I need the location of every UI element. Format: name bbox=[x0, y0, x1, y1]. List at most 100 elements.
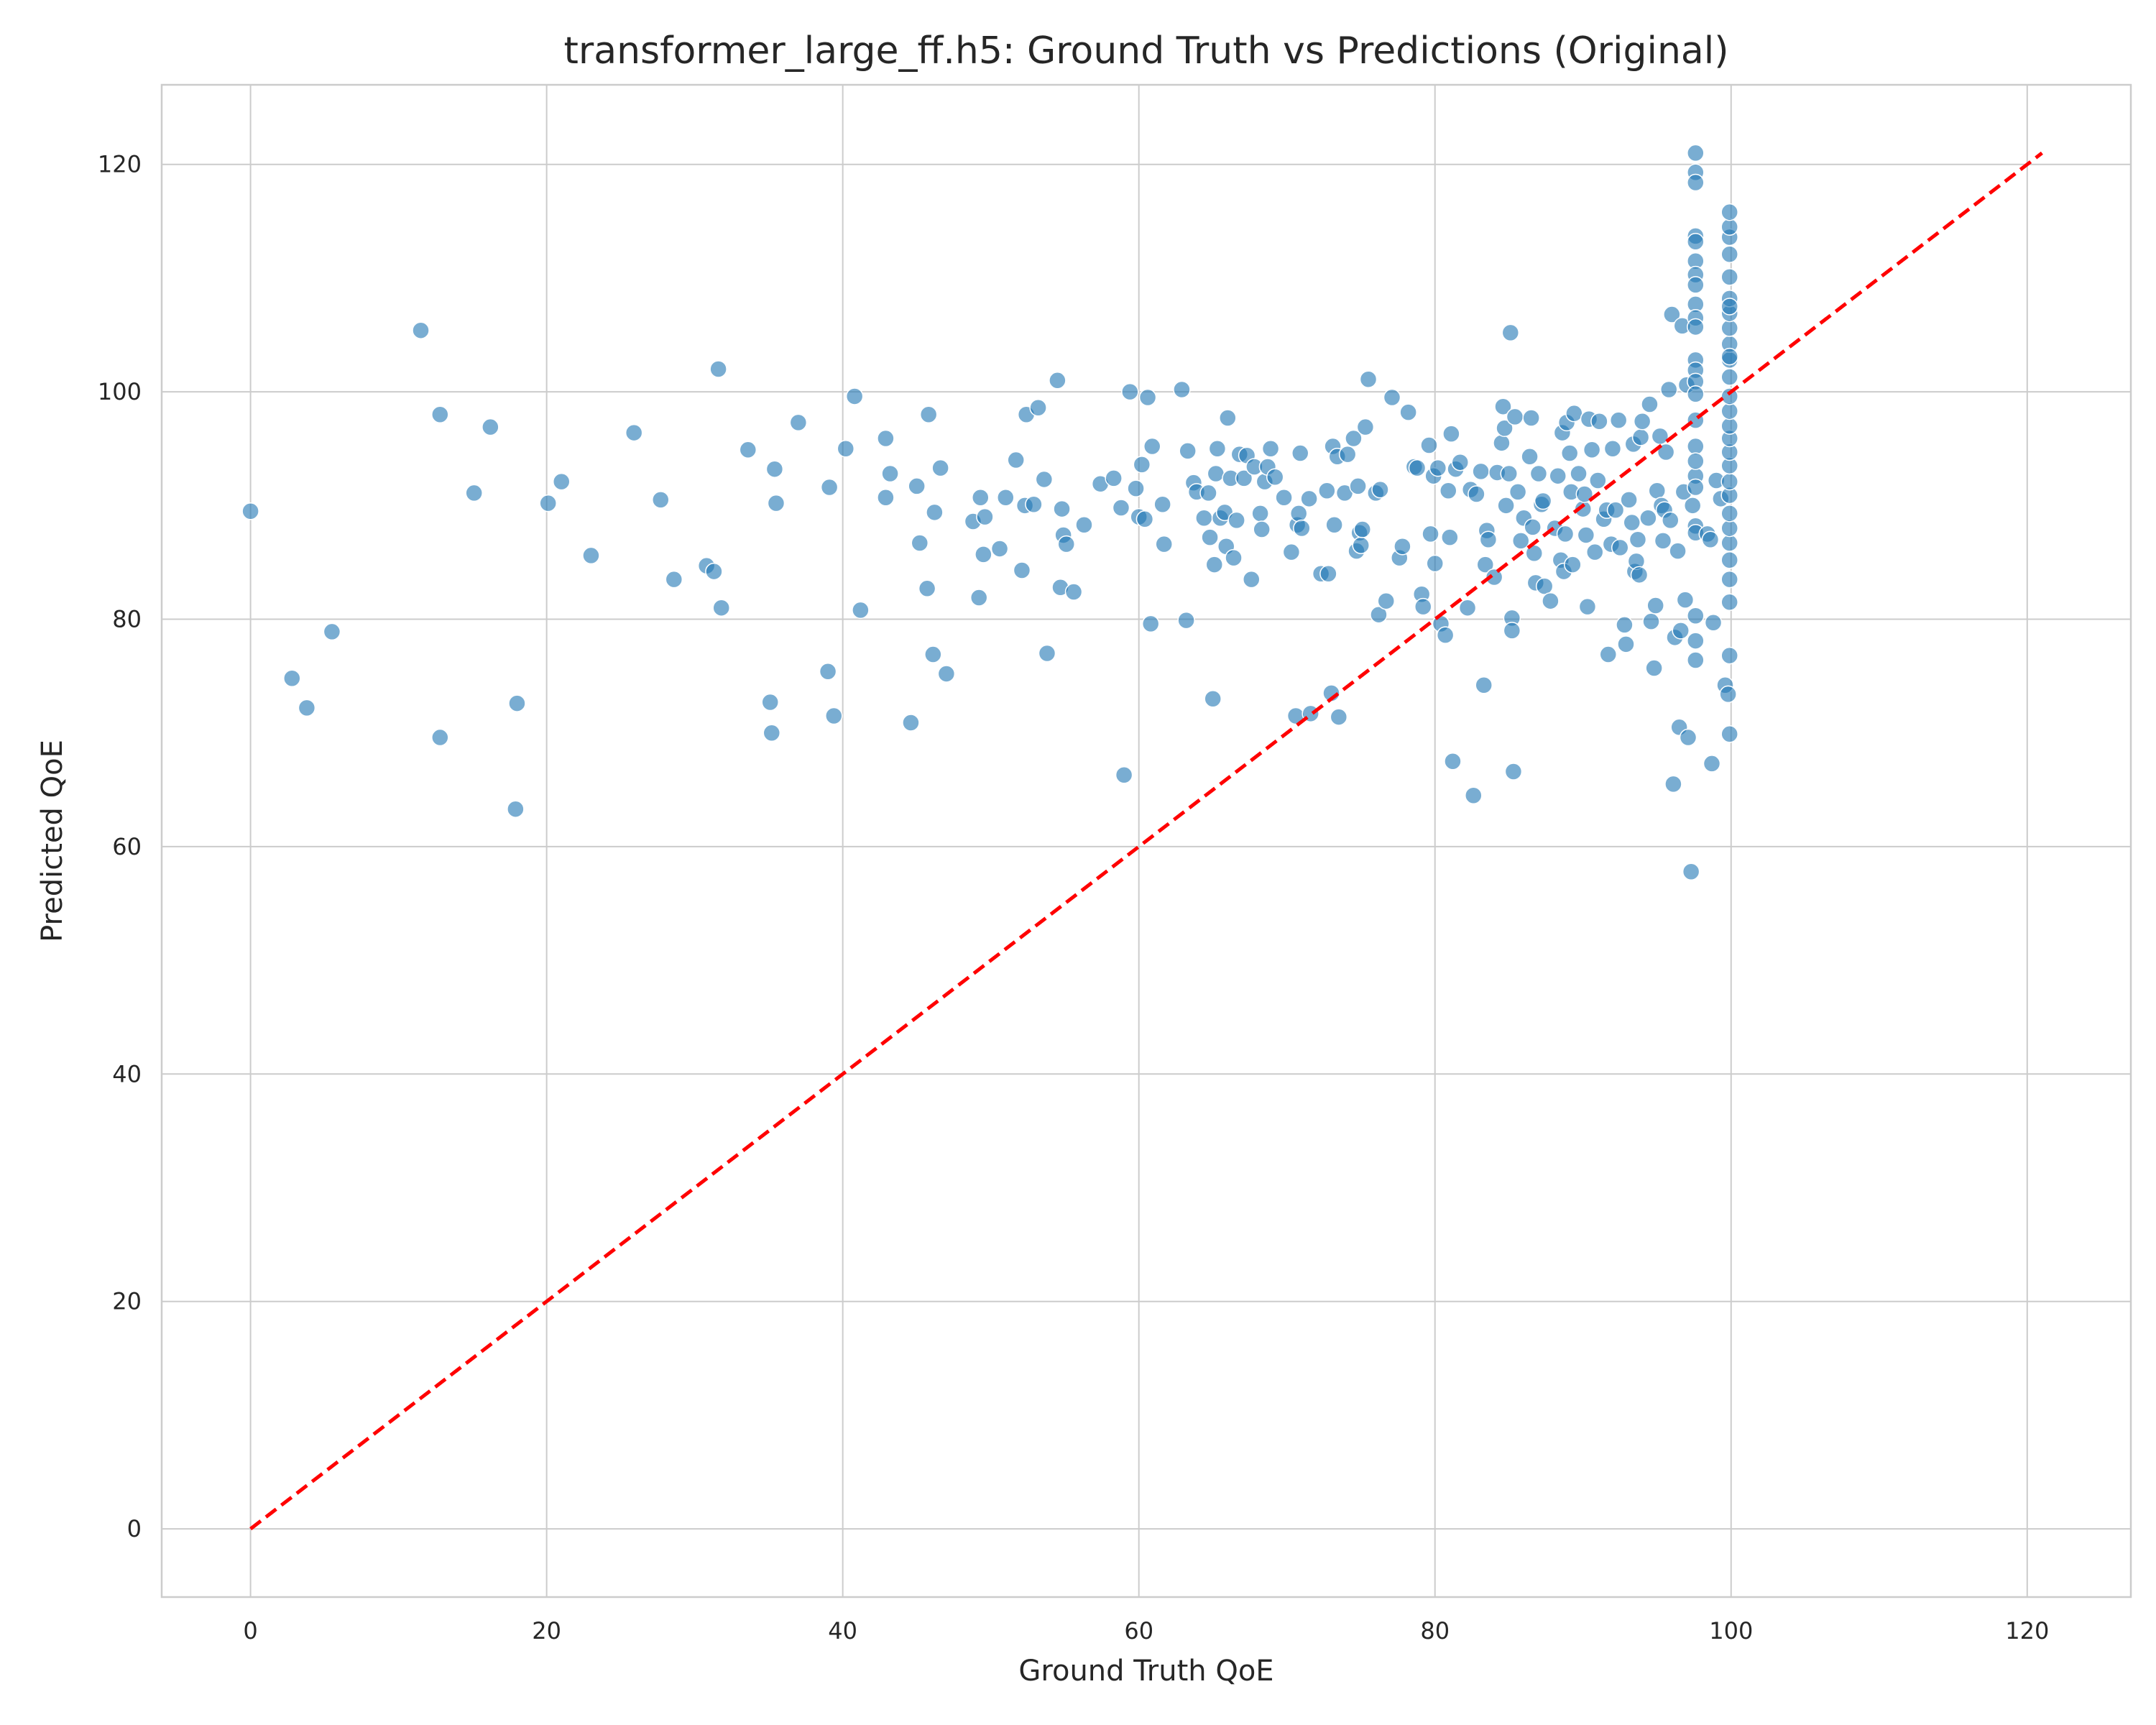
scatter-point bbox=[1225, 548, 1243, 567]
scatter-point bbox=[1105, 469, 1123, 487]
scatter-point bbox=[1679, 728, 1697, 747]
scatter-point bbox=[465, 484, 483, 502]
scatter-point bbox=[1639, 509, 1657, 527]
scatter-point bbox=[1383, 388, 1401, 407]
scatter-point bbox=[881, 464, 899, 483]
scatter-point bbox=[997, 488, 1015, 507]
scatter-point bbox=[1289, 505, 1308, 523]
scatter-point bbox=[1468, 485, 1485, 503]
y-axis-label: Predicted QoE bbox=[36, 740, 69, 942]
scatter-point bbox=[1064, 583, 1083, 601]
scatter-point bbox=[1207, 464, 1225, 483]
scatter-point bbox=[1338, 445, 1357, 464]
scatter-point bbox=[431, 728, 449, 747]
scatter-point bbox=[1349, 477, 1367, 495]
scatter-point bbox=[323, 622, 341, 641]
scatter-point bbox=[919, 405, 938, 424]
scatter-point bbox=[283, 669, 301, 688]
y-tick-label: 80 bbox=[112, 606, 142, 633]
scatter-point bbox=[1472, 462, 1490, 481]
scatter-point bbox=[665, 570, 683, 589]
scatter-point bbox=[931, 459, 949, 477]
x-tick-label: 80 bbox=[1420, 1617, 1450, 1644]
scatter-point bbox=[1199, 484, 1217, 502]
scatter-point bbox=[1049, 372, 1067, 390]
scatter-point bbox=[1720, 472, 1738, 491]
x-tick-label: 20 bbox=[532, 1617, 561, 1644]
scatter-point bbox=[1127, 479, 1145, 497]
scatter-point bbox=[709, 360, 727, 378]
scatter-point bbox=[1442, 425, 1460, 443]
scatter-point bbox=[975, 546, 992, 564]
scatter-point bbox=[926, 503, 944, 522]
scatter-point bbox=[972, 488, 990, 507]
scatter-point bbox=[1521, 448, 1539, 466]
scatter-point bbox=[767, 494, 786, 512]
scatter-point bbox=[765, 460, 784, 478]
scatter-point bbox=[825, 707, 843, 725]
scatter-point bbox=[1399, 403, 1417, 421]
scatter-point bbox=[1687, 632, 1705, 650]
scatter-point bbox=[1633, 413, 1651, 431]
scatter-point bbox=[1687, 144, 1705, 162]
scatter-point bbox=[1687, 607, 1705, 625]
x-tick-label: 40 bbox=[828, 1617, 857, 1644]
scatter-point bbox=[1720, 519, 1738, 538]
scatter-point bbox=[1504, 763, 1523, 781]
y-tick-label: 60 bbox=[112, 833, 142, 860]
scatter-point bbox=[1426, 554, 1444, 573]
scatter-point bbox=[1720, 551, 1738, 569]
scatter-point bbox=[1155, 535, 1173, 553]
scatter-point bbox=[918, 579, 936, 598]
scatter-point bbox=[1720, 368, 1738, 386]
scatter-point bbox=[1115, 765, 1133, 784]
scatter-point bbox=[820, 478, 839, 497]
scatter-point bbox=[1590, 413, 1608, 431]
scatter-point bbox=[1549, 466, 1567, 485]
scatter-point bbox=[1293, 519, 1311, 538]
scatter-point bbox=[508, 694, 526, 712]
scatter-point bbox=[1511, 532, 1530, 550]
scatter-point bbox=[1508, 483, 1527, 501]
scatter-point bbox=[298, 699, 316, 717]
y-tick-label: 100 bbox=[98, 378, 142, 405]
scatter-point bbox=[1497, 497, 1515, 515]
y-tick-label: 0 bbox=[127, 1515, 142, 1542]
scatter-point bbox=[1720, 417, 1738, 435]
scatter-point bbox=[625, 423, 643, 442]
scatter-point bbox=[1642, 612, 1660, 630]
scatter-point bbox=[1300, 489, 1318, 508]
scatter-point bbox=[1687, 318, 1705, 336]
scatter-point bbox=[1501, 323, 1520, 342]
scatter-point bbox=[1565, 404, 1583, 423]
scatter-point bbox=[1720, 387, 1738, 405]
scatter-point bbox=[552, 472, 571, 491]
scatter-point bbox=[1646, 597, 1664, 615]
scatter-point bbox=[1359, 370, 1378, 388]
scatter-point bbox=[1720, 203, 1738, 221]
scatter-point bbox=[739, 441, 757, 459]
scatter-point bbox=[1659, 380, 1678, 399]
scatter-point bbox=[1556, 525, 1575, 543]
scatter-point bbox=[1720, 347, 1738, 366]
scatter-point bbox=[877, 488, 895, 507]
scatter-point bbox=[1261, 439, 1280, 458]
scatter-point bbox=[1687, 651, 1705, 669]
scatter-point bbox=[1475, 676, 1493, 694]
scatter-point bbox=[1441, 528, 1459, 546]
scatter-point bbox=[1575, 485, 1594, 503]
scatter-point bbox=[1153, 495, 1171, 513]
scatter-point bbox=[1035, 470, 1054, 489]
scatter-point bbox=[1370, 605, 1388, 624]
scatter-point bbox=[1654, 532, 1672, 550]
x-axis-label: Ground Truth QoE bbox=[1018, 1655, 1273, 1688]
data-points bbox=[241, 144, 1738, 880]
scatter-point bbox=[1352, 536, 1370, 554]
scatter-point bbox=[1663, 305, 1681, 323]
scatter-point bbox=[1683, 497, 1702, 515]
scatter-point bbox=[1353, 520, 1372, 538]
scatter-point bbox=[1291, 444, 1309, 462]
scatter-point bbox=[1179, 442, 1197, 460]
scatter-point bbox=[1611, 538, 1629, 557]
scatter-point bbox=[1564, 556, 1582, 574]
